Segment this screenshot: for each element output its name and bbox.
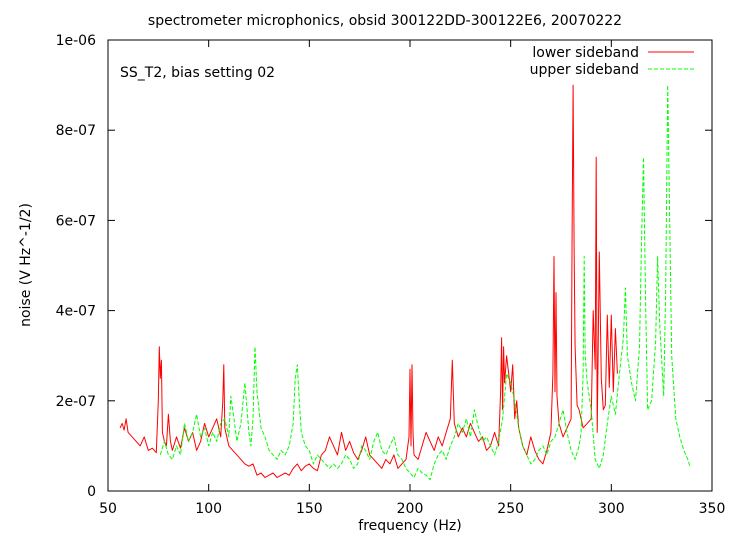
x-axis-label: frequency (Hz): [358, 518, 461, 534]
x-tick-label: 50: [99, 501, 117, 517]
legend-label-1: lower sideband: [532, 45, 639, 61]
series-line-1: [119, 84, 618, 478]
chart-title: spectrometer microphonics, obsid 300122D…: [148, 13, 622, 29]
x-tick-label: 200: [397, 501, 424, 517]
x-tick-label: 150: [296, 501, 323, 517]
x-tick-label: 250: [497, 501, 524, 517]
y-tick-label: 6e-07: [56, 213, 96, 229]
plot-annotation: SS_T2, bias setting 02: [120, 65, 275, 81]
legend-label-2: upper sideband: [530, 62, 639, 78]
x-tick-label: 300: [598, 501, 625, 517]
y-tick-label: 4e-07: [56, 304, 96, 320]
y-axis-label: noise (V Hz^-1/2): [18, 203, 34, 327]
y-tick-label: 1e-06: [56, 33, 96, 49]
y-tick-label: 0: [87, 484, 96, 500]
y-tick-label: 2e-07: [56, 394, 96, 410]
x-tick-label: 350: [699, 501, 726, 517]
x-tick-label: 100: [195, 501, 222, 517]
y-tick-label: 8e-07: [56, 123, 96, 139]
series-line-2: [159, 84, 691, 481]
